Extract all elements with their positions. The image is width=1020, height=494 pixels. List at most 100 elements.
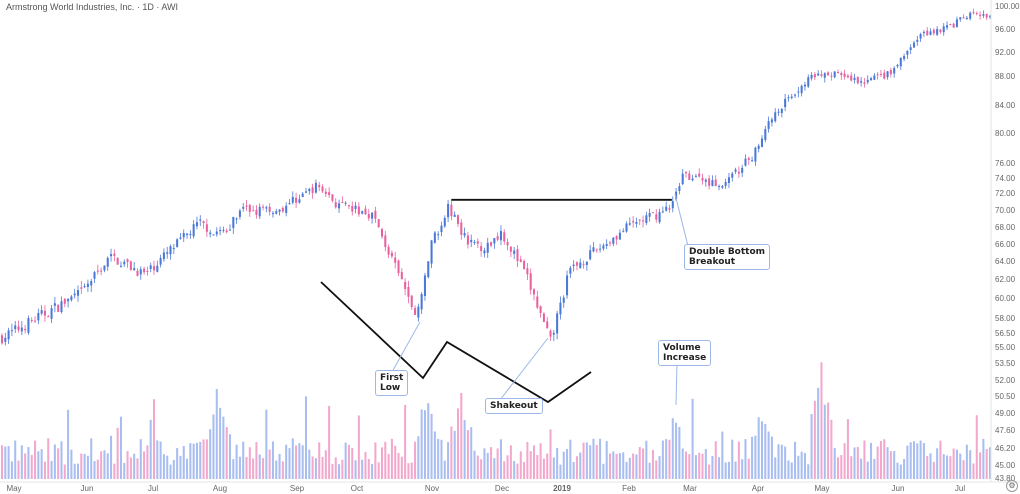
candle: [542, 313, 545, 322]
candle: [430, 240, 433, 264]
volume-bar: [949, 456, 952, 479]
volume-bar: [308, 449, 311, 479]
candle: [361, 211, 364, 214]
y-tick-label: 53.50: [995, 359, 1016, 368]
volume-bar: [962, 460, 965, 479]
volume-bar: [602, 463, 605, 479]
y-tick-label: 47.60: [995, 426, 1016, 435]
candle: [176, 239, 179, 247]
volume-bar: [562, 451, 565, 479]
volume-bar: [291, 438, 294, 479]
candle: [780, 109, 783, 114]
candle: [30, 320, 33, 322]
volume-bar: [480, 459, 483, 479]
candle: [708, 178, 711, 186]
volume-bar: [116, 427, 119, 479]
volume-bar: [285, 444, 288, 479]
volume-bar: [701, 453, 704, 479]
volume-bar: [582, 442, 585, 479]
candle: [67, 298, 70, 302]
chart-settings-icon[interactable]: ⚙: [1006, 480, 1018, 492]
candle: [539, 306, 542, 314]
volume-bar: [665, 439, 668, 479]
candle: [407, 286, 410, 297]
volume-bar: [681, 448, 684, 479]
volume-bar: [338, 464, 341, 479]
candle: [483, 250, 486, 254]
candle: [258, 206, 261, 217]
candle: [926, 30, 929, 36]
candle: [579, 262, 582, 269]
candle: [529, 273, 532, 290]
volume-bar: [384, 441, 387, 479]
volume-bar: [751, 436, 754, 479]
x-tick-label: May: [6, 484, 21, 493]
volume-bar: [311, 456, 314, 479]
candle: [232, 216, 235, 229]
candle: [889, 69, 892, 75]
volume-bar: [430, 413, 433, 479]
y-tick-label: 46.20: [995, 444, 1016, 453]
candle: [523, 260, 526, 270]
candle: [638, 219, 641, 221]
candle: [602, 245, 605, 249]
volume-bar: [0, 445, 4, 479]
candle: [390, 252, 393, 257]
volume-bar: [314, 458, 317, 479]
candle: [235, 218, 238, 220]
candle: [817, 73, 820, 76]
breakout-line1: Double Bottom: [689, 247, 766, 257]
candle: [271, 212, 274, 214]
volume-bar: [192, 443, 195, 479]
candle: [876, 74, 879, 76]
candle: [476, 241, 479, 244]
x-tick-label: 2019: [553, 484, 571, 493]
first-low-callout: First Low: [375, 370, 409, 396]
volume-bar: [76, 463, 80, 479]
candle: [133, 268, 136, 271]
candle: [618, 232, 621, 240]
volume-bar: [539, 443, 542, 479]
candle: [404, 281, 407, 290]
volume-bar: [942, 454, 945, 479]
volume-bar: [827, 402, 830, 479]
candle: [86, 283, 89, 287]
volume-bar: [380, 447, 384, 479]
candle: [916, 39, 919, 42]
candle: [784, 98, 787, 108]
volume-bar: [328, 405, 331, 479]
candle: [526, 268, 529, 275]
volume-bar: [195, 442, 198, 479]
candle: [790, 96, 793, 98]
volume-bar: [228, 434, 232, 479]
candle: [589, 250, 592, 260]
y-tick-label: 76.00: [995, 159, 1016, 168]
volume-bar: [632, 453, 635, 479]
x-tick-label: Mar: [683, 484, 697, 493]
candle: [698, 173, 701, 177]
candle: [562, 297, 565, 303]
volume-bar: [760, 421, 764, 479]
candle: [546, 321, 549, 329]
volume-bar: [509, 445, 512, 479]
candle: [354, 205, 357, 209]
volume-bar: [503, 461, 506, 479]
candle: [642, 220, 645, 222]
volume-increase-callout: Volume Increase: [658, 340, 712, 366]
volume-bar: [463, 420, 466, 479]
volume-bar: [364, 451, 367, 479]
candle: [228, 229, 232, 231]
volume-bar: [668, 439, 671, 479]
volume-bar: [817, 387, 820, 479]
volume-bar: [4, 446, 7, 479]
volume-bar: [466, 430, 469, 479]
candle: [103, 265, 106, 271]
candle: [536, 296, 539, 308]
volume-bar: [152, 399, 156, 479]
candle: [681, 173, 684, 185]
volume-bar: [638, 447, 641, 479]
volume-bar: [780, 444, 783, 479]
callout-pointers: [391, 193, 689, 406]
candle: [248, 204, 251, 212]
